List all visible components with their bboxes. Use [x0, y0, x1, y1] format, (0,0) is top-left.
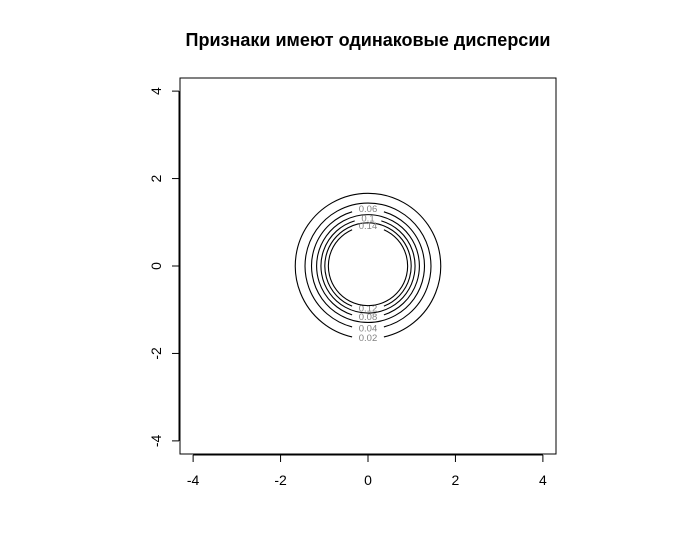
contour-line	[304, 202, 432, 328]
contour-label: 0.06	[359, 204, 378, 215]
contour-label: 0.02	[359, 333, 378, 344]
contour-label: 0.14	[359, 221, 378, 232]
y-axis: -4 -2 0 2 4	[148, 87, 180, 447]
x-axis: -4 -2 0 2 4	[187, 454, 547, 488]
contour-label: 0.08	[359, 312, 378, 323]
contour-label: 0.04	[359, 323, 378, 334]
contour-lines: 0.020.04 0.06 0.08 0.1 0.12 0.14	[294, 192, 442, 344]
y-tick-label: -4	[148, 434, 164, 447]
x-tick-label: 2	[452, 472, 460, 488]
y-tick-label: 4	[148, 87, 164, 95]
y-tick-label: 0	[148, 262, 164, 270]
plot-box	[179, 77, 557, 455]
x-tick-label: 0	[364, 472, 372, 488]
chart-title: Признаки имеют одинаковые дисперсии	[186, 30, 551, 50]
contour-line	[324, 222, 412, 307]
contour-line	[320, 220, 416, 314]
contour-line	[316, 214, 420, 316]
x-tick-label: -2	[274, 472, 287, 488]
contour-label: 0.1	[361, 213, 374, 224]
x-tick-label: 4	[539, 472, 547, 488]
contour-line	[311, 211, 425, 324]
y-tick-label: -2	[148, 347, 164, 360]
contour-label: 0.12	[359, 304, 378, 315]
contour-line	[294, 192, 442, 338]
y-tick-label: 2	[148, 174, 164, 182]
x-tick-label: -4	[187, 472, 200, 488]
contour-line	[327, 229, 409, 307]
